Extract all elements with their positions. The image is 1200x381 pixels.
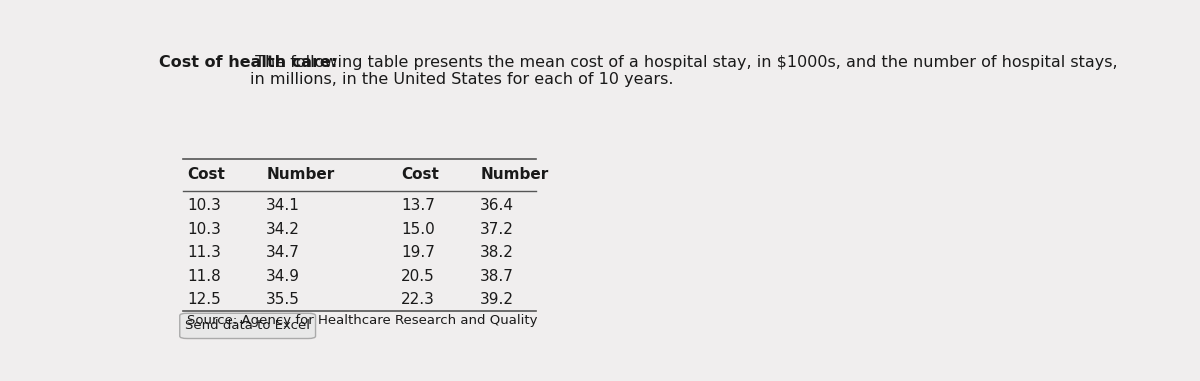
Text: 39.2: 39.2: [480, 292, 514, 307]
Text: 12.5: 12.5: [187, 292, 221, 307]
Text: 36.4: 36.4: [480, 198, 514, 213]
Text: 19.7: 19.7: [401, 245, 434, 260]
Text: 37.2: 37.2: [480, 222, 514, 237]
Text: 38.7: 38.7: [480, 269, 514, 283]
Text: Number: Number: [480, 167, 548, 182]
Text: Number: Number: [266, 167, 335, 182]
Text: 11.3: 11.3: [187, 245, 221, 260]
Text: 15.0: 15.0: [401, 222, 434, 237]
FancyBboxPatch shape: [180, 313, 316, 338]
Text: 13.7: 13.7: [401, 198, 434, 213]
Text: 22.3: 22.3: [401, 292, 434, 307]
Text: 34.9: 34.9: [266, 269, 300, 283]
Text: 34.2: 34.2: [266, 222, 300, 237]
Text: Cost: Cost: [187, 167, 226, 182]
Text: 38.2: 38.2: [480, 245, 514, 260]
Text: Cost: Cost: [401, 167, 439, 182]
Text: 10.3: 10.3: [187, 198, 221, 213]
Text: 20.5: 20.5: [401, 269, 434, 283]
Text: 35.5: 35.5: [266, 292, 300, 307]
Text: 34.1: 34.1: [266, 198, 300, 213]
Text: 11.8: 11.8: [187, 269, 221, 283]
Text: Cost of health care:: Cost of health care:: [160, 54, 337, 69]
Text: Source: Agency for Healthcare Research and Quality: Source: Agency for Healthcare Research a…: [187, 314, 538, 327]
Text: Send data to Excel: Send data to Excel: [185, 319, 310, 332]
Text: The following table presents the mean cost of a hospital stay, in $1000s, and th: The following table presents the mean co…: [251, 54, 1118, 87]
Text: 10.3: 10.3: [187, 222, 221, 237]
Text: 34.7: 34.7: [266, 245, 300, 260]
